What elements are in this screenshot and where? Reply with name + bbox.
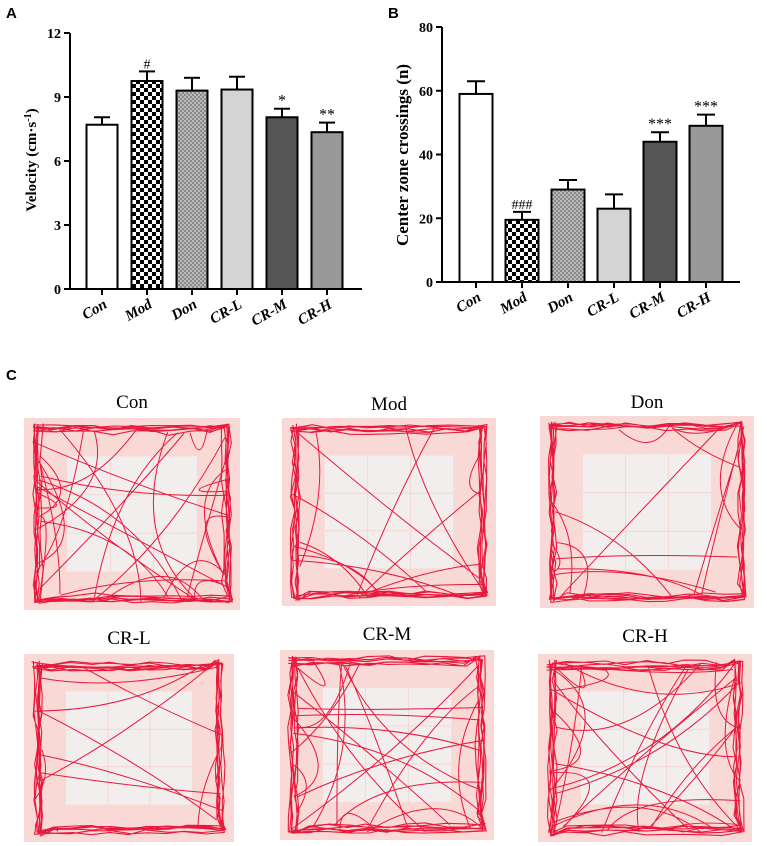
significance-mark: ###: [512, 198, 533, 213]
tracking-plot-title: Con: [116, 392, 148, 413]
category-label: CR-H: [674, 289, 715, 322]
track-crossings: [33, 428, 230, 602]
track-perimeter: [32, 423, 234, 604]
y-tick-label: 0: [54, 283, 61, 298]
bar-cr-h: [310, 131, 344, 290]
tracking-plots: Con Mod Don CR-L CR-M CR-H: [24, 392, 754, 842]
panel-letter-a: A: [6, 5, 17, 22]
category-label: CR-H: [295, 296, 336, 329]
y-tick-label: 20: [419, 212, 433, 227]
arena-center-zone: [580, 691, 710, 805]
bar-mod: [504, 218, 540, 283]
track-crossings: [290, 657, 485, 833]
significance-mark: **: [319, 107, 335, 124]
bar-don: [175, 89, 209, 290]
y-tick-label: 60: [419, 85, 433, 100]
track-perimeter: [289, 423, 489, 602]
track-perimeter: [31, 658, 227, 837]
tracking-plot-title: Don: [631, 392, 664, 413]
category-label: Don: [168, 297, 200, 325]
y-tick-label: 40: [419, 149, 433, 164]
tracking-plot-cr-m: CR-M: [280, 624, 494, 840]
y-tick-label: 80: [419, 21, 433, 36]
tracking-plot-title: Mod: [371, 394, 407, 415]
category-label: Con: [454, 290, 484, 317]
arena-center-zone: [322, 688, 452, 802]
tracking-plot-mod: Mod: [282, 394, 496, 606]
tracking-plot-title: CR-L: [107, 628, 150, 649]
tracking-plot-title: CR-H: [622, 626, 668, 647]
significance-mark: *: [278, 93, 286, 110]
track-perimeter: [546, 658, 745, 837]
bar-con: [85, 123, 119, 290]
bar-cr-m: [642, 140, 678, 283]
bar-mod: [130, 80, 164, 290]
y-tick-label: 12: [47, 27, 61, 42]
tracking-plot-title: CR-M: [363, 624, 412, 645]
tracking-plot-don: Don: [540, 392, 754, 608]
category-label: Mod: [122, 296, 156, 325]
category-label: CR-M: [249, 296, 291, 329]
bar-cr-l: [596, 207, 632, 283]
tracking-plot-con: Con: [24, 392, 240, 610]
category-label: CR-L: [207, 297, 245, 328]
bar-cr-m: [265, 116, 299, 291]
tracking-plot-cr-h: CR-H: [538, 626, 752, 842]
bar-cr-l: [220, 88, 254, 290]
bar-don: [550, 188, 586, 283]
bar-con: [458, 92, 494, 283]
significance-mark: ***: [694, 99, 718, 116]
track-crossings: [34, 663, 224, 833]
panel-letter-b: B: [388, 5, 399, 22]
category-label: Mod: [497, 289, 531, 318]
category-label: CR-L: [584, 290, 622, 321]
arena-center-zone: [67, 456, 197, 572]
panel-letter-c: C: [6, 367, 17, 384]
significance-mark: ***: [648, 116, 672, 133]
category-label: CR-M: [627, 289, 669, 322]
track-crossings: [548, 662, 742, 834]
y-tick-label: 9: [54, 91, 61, 106]
category-label: Don: [544, 290, 576, 318]
tracking-plot-cr-l: CR-L: [24, 628, 234, 842]
arena-center-zone: [324, 455, 454, 569]
track-perimeter: [548, 420, 747, 604]
y-tick-label: 3: [54, 219, 61, 234]
arena-center-zone: [66, 691, 192, 805]
chart-b-ylabel: Center zone crossings (n): [393, 64, 412, 246]
y-tick-label: 0: [426, 276, 433, 291]
track-crossings: [550, 424, 745, 600]
category-label: Con: [80, 297, 110, 324]
significance-mark: #: [144, 57, 151, 72]
track-crossings: [291, 425, 486, 599]
bar-cr-h: [688, 124, 724, 283]
chart-a-ylabel: Velocity (cm·s-1): [23, 108, 41, 211]
chart-b: Center zone crossings (n) 0 20 40 60 80 Con Mo…: [393, 21, 740, 323]
y-tick-label: 6: [54, 155, 61, 170]
